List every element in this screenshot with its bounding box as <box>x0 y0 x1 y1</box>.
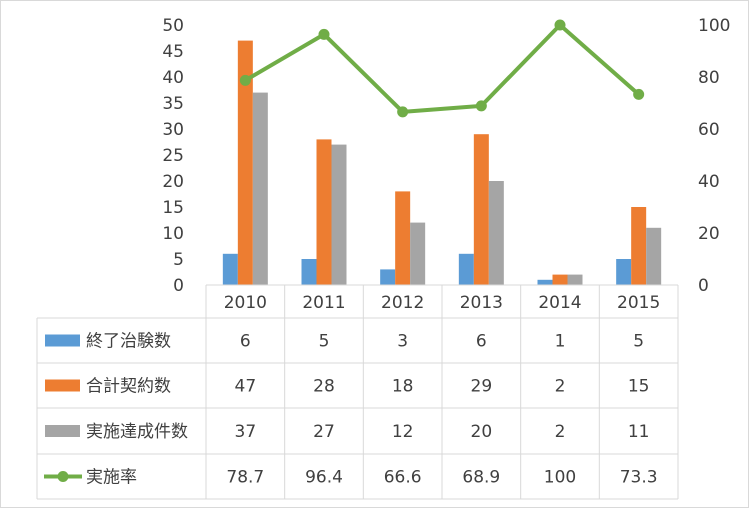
category-label: 2012 <box>381 293 424 313</box>
legend-label: 合計契約数 <box>86 377 171 397</box>
data-label: 1 <box>555 332 566 352</box>
plot-area: 0 5 10 15 20 25 30 35 40 45 50 0 20 40 60 80 100 <box>162 16 730 296</box>
data-label: 6 <box>476 332 487 352</box>
y-right-tick-label: 60 <box>698 120 720 140</box>
bar <box>395 191 411 285</box>
category-label: 2013 <box>460 293 503 313</box>
data-label: 2 <box>555 422 566 442</box>
data-label: 12 <box>392 422 414 442</box>
line-point <box>554 19 566 31</box>
y-left-tick-label: 5 <box>173 250 184 270</box>
y-left-tick-label: 40 <box>162 68 184 88</box>
line-point <box>239 74 251 86</box>
data-label: 6 <box>240 332 251 352</box>
category-label: 2011 <box>302 293 345 313</box>
bar <box>458 253 474 285</box>
data-label: 27 <box>313 422 335 442</box>
bar <box>616 259 632 285</box>
data-label: 28 <box>313 377 335 397</box>
data-label: 37 <box>235 422 257 442</box>
bar <box>646 227 662 285</box>
bar <box>252 92 268 285</box>
category-label: 2010 <box>224 293 267 313</box>
category-label: 2014 <box>538 293 581 313</box>
bar <box>631 207 647 285</box>
bar <box>237 40 253 285</box>
data-label: 5 <box>319 332 330 352</box>
data-label: 47 <box>235 377 257 397</box>
rate-line <box>244 23 640 114</box>
legend-key <box>45 334 80 347</box>
bar <box>567 274 583 285</box>
data-label: 68.9 <box>462 468 500 488</box>
data-label: 96.4 <box>305 468 343 488</box>
y-right-tick-label: 40 <box>698 172 720 192</box>
data-label: 29 <box>471 377 493 397</box>
y-left-tick-label: 20 <box>162 172 184 192</box>
legend-key <box>45 425 80 437</box>
y-left-tick-label: 35 <box>162 94 184 114</box>
y-left-tick-label: 0 <box>173 276 184 296</box>
line-point <box>633 88 645 100</box>
data-label: 20 <box>471 422 493 442</box>
line-point <box>397 106 409 118</box>
y-left-tick-label: 45 <box>162 42 184 62</box>
y-left-tick-label: 25 <box>162 146 184 166</box>
data-label: 73.3 <box>620 468 658 488</box>
data-label: 5 <box>633 332 644 352</box>
y-right-tick-label: 0 <box>698 276 709 296</box>
bar <box>537 279 553 285</box>
legend-key-marker <box>57 471 69 482</box>
legend-label: 終了治験数 <box>86 332 171 352</box>
data-label: 18 <box>392 377 414 397</box>
legend-label: 実施達成件数 <box>86 422 188 442</box>
bar <box>552 274 568 285</box>
data-label: 2 <box>555 377 566 397</box>
data-label: 15 <box>628 377 650 397</box>
y-right-tick-label: 80 <box>698 68 720 88</box>
data-label: 66.6 <box>384 468 422 488</box>
data-label: 78.7 <box>226 468 264 488</box>
bar <box>301 259 317 285</box>
y-right-tick-label: 100 <box>698 16 730 36</box>
bar <box>380 269 396 285</box>
bar <box>410 222 426 285</box>
bar <box>473 134 489 285</box>
bar <box>316 139 332 285</box>
bar <box>488 181 504 285</box>
data-label: 11 <box>628 422 650 442</box>
bar <box>331 144 347 285</box>
legend-label: 実施率 <box>86 468 137 488</box>
y-left-tick-label: 50 <box>162 16 184 36</box>
category-label: 2015 <box>617 293 660 313</box>
legend-key <box>45 379 80 392</box>
y-right-tick-label: 20 <box>698 224 720 244</box>
bar <box>222 253 238 285</box>
line-point <box>318 28 330 40</box>
line-point <box>475 100 487 112</box>
data-label: 3 <box>397 332 408 352</box>
y-left-tick-label: 15 <box>162 198 184 218</box>
y-left-tick-label: 30 <box>162 120 184 140</box>
y-left-tick-label: 10 <box>162 224 184 244</box>
data-label: 100 <box>544 468 576 488</box>
